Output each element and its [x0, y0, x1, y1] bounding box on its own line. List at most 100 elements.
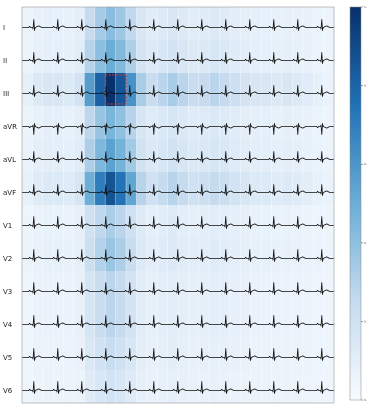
colorbar-tick-label: 0. — [364, 319, 367, 323]
heatmap-cell — [126, 337, 137, 371]
ecg-trace-avl — [22, 151, 334, 163]
heatmap-cell — [230, 370, 241, 404]
heatmap-cell — [22, 370, 33, 404]
heatmap-cell — [271, 40, 283, 74]
ecg-trace-v4 — [22, 315, 334, 328]
heatmap-cell — [271, 205, 283, 239]
heatmap-cell — [209, 73, 220, 107]
heatmap-cell — [63, 205, 75, 239]
ecg-trace-v5 — [22, 348, 334, 361]
ecg-trace-v1 — [22, 216, 334, 229]
heatmap-cell — [105, 7, 116, 41]
heatmap-cell — [115, 337, 127, 371]
heatmap-cell — [198, 304, 210, 338]
lead-label: aVL — [3, 156, 16, 164]
heatmap-cell — [271, 139, 283, 173]
heatmap-cell — [126, 40, 137, 74]
heatmap-cell — [157, 106, 168, 140]
heatmap-cell — [74, 271, 85, 305]
heatmap-cell — [250, 271, 262, 305]
heatmap-cell — [126, 7, 137, 41]
lead-label: V4 — [3, 321, 13, 329]
heatmap-cell — [302, 106, 314, 140]
heatmap-cell — [42, 40, 54, 74]
heatmap-cell — [188, 271, 200, 305]
heatmap-cell — [219, 238, 231, 272]
heatmap-cell — [230, 73, 241, 107]
heatmap-cell — [94, 337, 106, 371]
heatmap-cell — [209, 40, 220, 74]
heatmap-cell — [209, 7, 220, 41]
heatmap-cell — [63, 238, 75, 272]
heatmap-cell — [219, 271, 231, 305]
heatmap-cell — [32, 172, 44, 206]
heatmap-cell — [302, 139, 314, 173]
ecg-trace-v2 — [22, 249, 334, 262]
heatmap-cell — [250, 7, 262, 41]
heatmap-cell — [313, 7, 324, 41]
heatmap-cell — [32, 139, 44, 173]
heatmap-cell — [313, 337, 324, 371]
heatmap-cell — [22, 304, 33, 338]
heatmap-cell — [198, 106, 210, 140]
heatmap-cell — [219, 139, 231, 173]
heatmap-cell — [313, 40, 324, 74]
heatmap-cell — [230, 337, 241, 371]
heatmap-cell — [146, 337, 158, 371]
heatmap-cell — [157, 139, 168, 173]
heatmap-cell — [146, 304, 158, 338]
heatmap-cell — [261, 7, 272, 41]
heatmap-cell — [63, 73, 75, 107]
heatmap-cell — [126, 238, 137, 272]
heatmap-cell — [198, 271, 210, 305]
heatmap-cell — [323, 7, 335, 41]
heatmap-cell — [178, 205, 189, 239]
heatmap-cell — [323, 106, 335, 140]
heatmap-cell — [323, 139, 335, 173]
heatmap-cell — [167, 304, 179, 338]
heatmap-cell — [230, 304, 241, 338]
heatmap-cell — [53, 337, 64, 371]
heatmap-cell — [115, 73, 127, 107]
lead-label: V3 — [3, 288, 12, 296]
heatmap-cell — [240, 40, 252, 74]
heatmap-cell — [261, 337, 272, 371]
ecg-trace-i — [22, 19, 334, 31]
heatmap-cell — [282, 337, 293, 371]
heatmap-cell — [240, 271, 252, 305]
heatmap-cell — [178, 271, 189, 305]
heatmap-cell — [126, 370, 137, 404]
heatmap-cell — [282, 238, 293, 272]
heatmap-cell — [219, 106, 231, 140]
heatmap-cell — [261, 238, 272, 272]
ecg-trace-avf — [22, 184, 334, 196]
heatmap-cell — [178, 7, 189, 41]
heatmap-cell — [188, 139, 200, 173]
heatmap-cell — [32, 40, 44, 74]
heatmap-cell — [230, 205, 241, 239]
heatmap-cell — [105, 271, 116, 305]
heatmap-cell — [126, 73, 137, 107]
colorbar-tick-label: 0. — [364, 398, 367, 402]
heatmap-cell — [42, 172, 54, 206]
heatmap-cell — [42, 106, 54, 140]
heatmap-cell — [313, 304, 324, 338]
grid-lines — [32, 7, 324, 403]
heatmap-cell — [240, 205, 252, 239]
lead-label: V2 — [3, 255, 12, 263]
heatmap-cell — [198, 370, 210, 404]
heatmap-cell — [209, 370, 220, 404]
heatmap-cell — [136, 7, 148, 41]
heatmap-cell — [230, 106, 241, 140]
heatmap-cell — [74, 304, 85, 338]
heatmap-cell — [105, 205, 116, 239]
heatmap-cell — [282, 7, 293, 41]
heatmap-cell — [178, 172, 189, 206]
heatmap-cell — [136, 370, 148, 404]
heatmap-cell — [84, 139, 96, 173]
heatmap-cell — [42, 370, 54, 404]
heatmap-cell — [94, 238, 106, 272]
heatmap-cell — [74, 238, 85, 272]
heatmap-cell — [209, 139, 220, 173]
heatmap-cell — [157, 73, 168, 107]
